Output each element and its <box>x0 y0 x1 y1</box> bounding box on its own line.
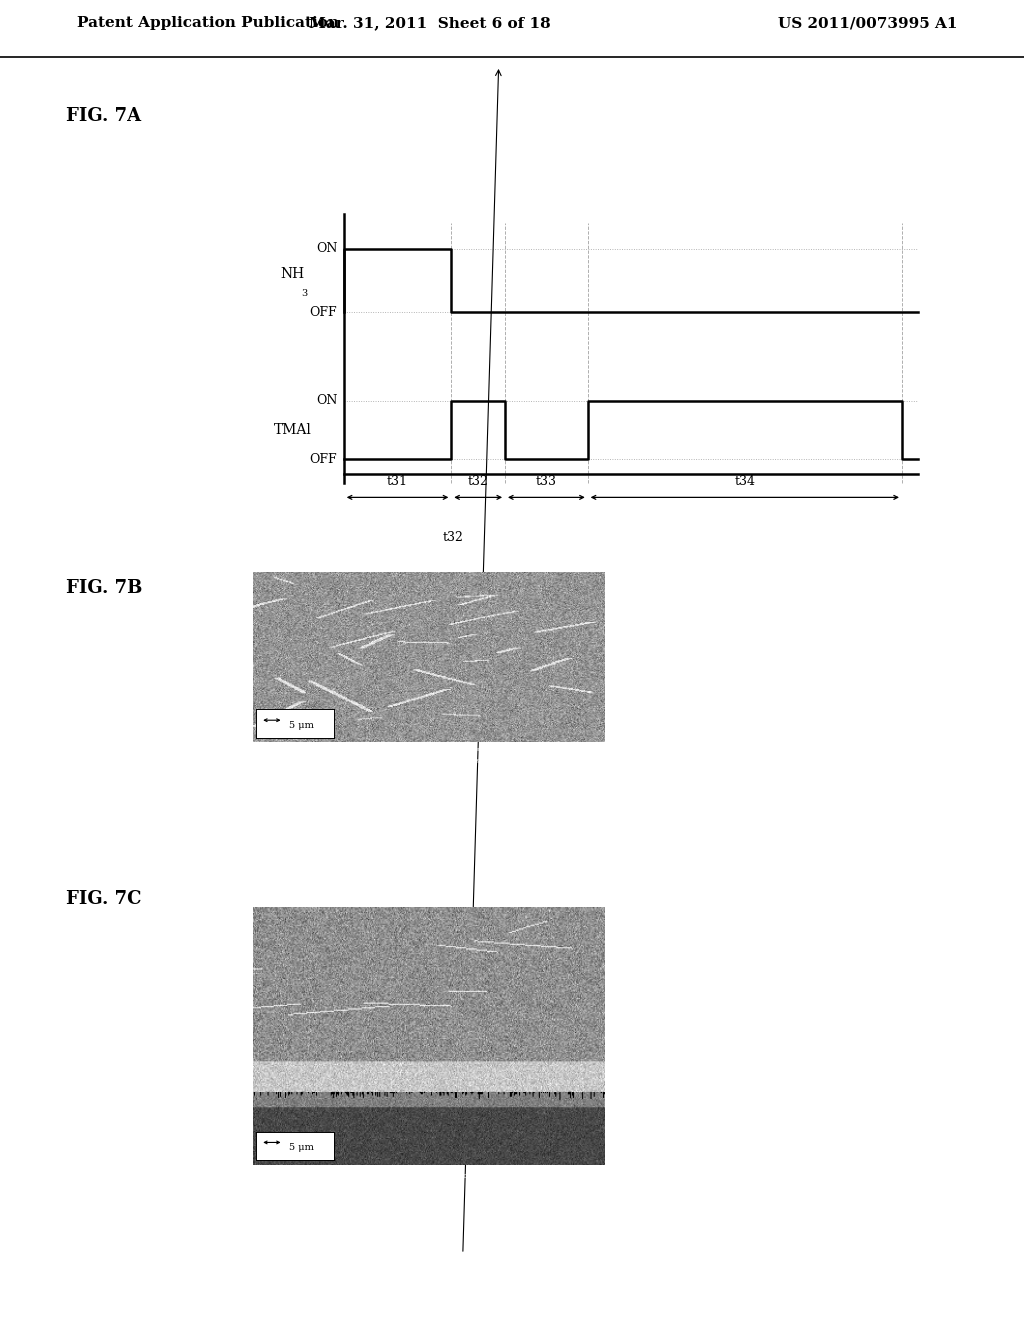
Text: SEM    HV: 5.00 kV    Signal A: InLens    System Vacuum = 1.84e-003 Pa: SEM HV: 5.00 kV Signal A: InLens System … <box>256 747 480 751</box>
Text: NH: NH <box>281 267 304 281</box>
Text: t32: t32 <box>468 475 488 488</box>
Text: Mag = 3.00 K X    Date: 5 Apr 2008    Time: 18:00 **    Store Res = 04/950.008.1: Mag = 3.00 K X Date: 5 Apr 2008 Time: 18… <box>256 759 512 764</box>
Text: Mag = 4.00 K X    Date: 1 Jun 2008    Time: 10:22 **    Store Res = 04/950.008.1: Mag = 4.00 K X Date: 1 Jun 2008 Time: 10… <box>256 1193 512 1199</box>
Text: ON: ON <box>315 242 337 255</box>
Text: SEM    HV: 4.00 kV    Signal A: InLens    System Vacuum = 4.172e-003 Pa: SEM HV: 4.00 kV Signal A: InLens System … <box>256 1175 484 1179</box>
Text: t34: t34 <box>734 475 756 488</box>
Text: 3: 3 <box>301 289 307 297</box>
Text: FIG. 7B: FIG. 7B <box>66 579 142 598</box>
Text: OFF: OFF <box>309 305 337 318</box>
Text: t31: t31 <box>387 475 408 488</box>
Text: TMAl: TMAl <box>273 422 311 437</box>
Text: FIG. 7A: FIG. 7A <box>66 107 141 125</box>
Text: FIG. 7C: FIG. 7C <box>66 890 141 908</box>
Text: Mar. 31, 2011  Sheet 6 of 18: Mar. 31, 2011 Sheet 6 of 18 <box>309 16 551 30</box>
Text: US 2011/0073995 A1: US 2011/0073995 A1 <box>778 16 957 30</box>
Text: ON: ON <box>315 395 337 408</box>
Text: OFF: OFF <box>309 453 337 466</box>
Text: Patent Application Publication: Patent Application Publication <box>77 16 339 30</box>
Text: t33: t33 <box>536 475 557 488</box>
Text: t32: t32 <box>442 531 463 544</box>
